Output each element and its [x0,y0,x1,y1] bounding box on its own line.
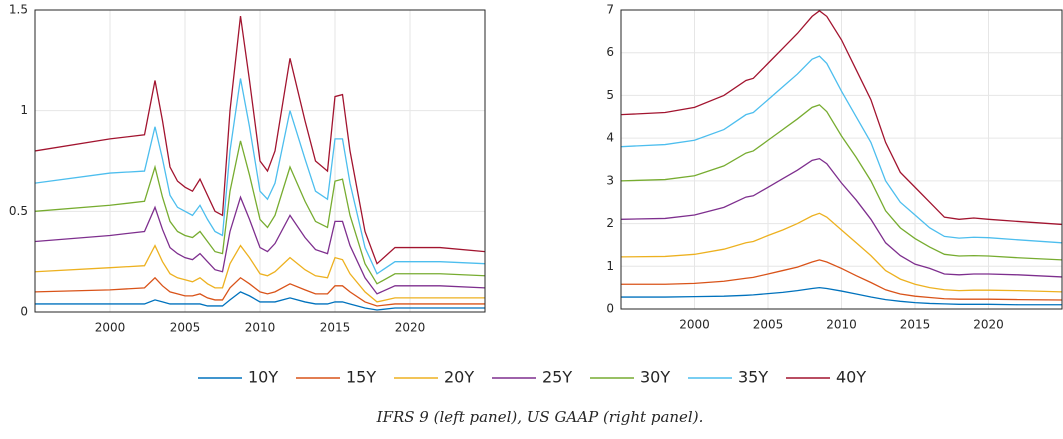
x-tick-label: 2000 [679,318,710,332]
series-line [35,244,485,303]
y-tick-label: 1.5 [9,3,28,17]
legend-label: 35Y [738,368,768,387]
axes-frame [620,9,1063,310]
x-tick-label: 2010 [826,318,857,332]
x-tick-label: 2010 [245,321,276,335]
series-line [35,78,485,275]
series-line [621,157,1062,278]
series-line [621,259,1062,301]
legend-label: 25Y [542,368,572,387]
y-tick-label: 0.5 [9,204,28,218]
series-line [621,55,1062,244]
x-tick-label: 2015 [320,321,351,335]
series-line [621,10,1062,226]
y-tick-label: 1 [20,103,28,117]
series-line [621,104,1062,261]
x-tick-label: 2005 [170,321,201,335]
y-tick-label: 7 [606,3,614,17]
legend-label: 30Y [640,368,670,387]
legend-label: 20Y [444,368,474,387]
series-line [35,291,485,311]
plot-area [621,10,1062,306]
y-tick-label: 5 [606,88,614,102]
x-tick-label: 2000 [95,321,126,335]
series-line [35,195,485,295]
caption: IFRS 9 (left panel), US GAAP (right pane… [376,408,704,426]
legend-label: 10Y [248,368,278,387]
series-line [35,276,485,307]
y-tick-label: 6 [606,45,614,59]
x-tick-label: 2005 [753,318,784,332]
axes-frame [34,9,486,313]
y-tick-label: 0 [606,302,614,316]
legend-label: 15Y [346,368,376,387]
x-tick-label: 2020 [973,318,1004,332]
y-tick-label: 1 [606,259,614,273]
series-line [35,140,485,285]
y-tick-label: 3 [606,173,614,187]
y-tick-label: 0 [20,305,28,319]
legend-label: 40Y [836,368,866,387]
y-tick-label: 2 [606,216,614,230]
x-tick-label: 2020 [395,321,426,335]
plot-area [35,15,485,311]
x-tick-label: 2015 [900,318,931,332]
y-tick-label: 4 [606,131,614,145]
series-line [621,286,1062,306]
series-line [35,15,485,265]
series-line [621,212,1062,293]
